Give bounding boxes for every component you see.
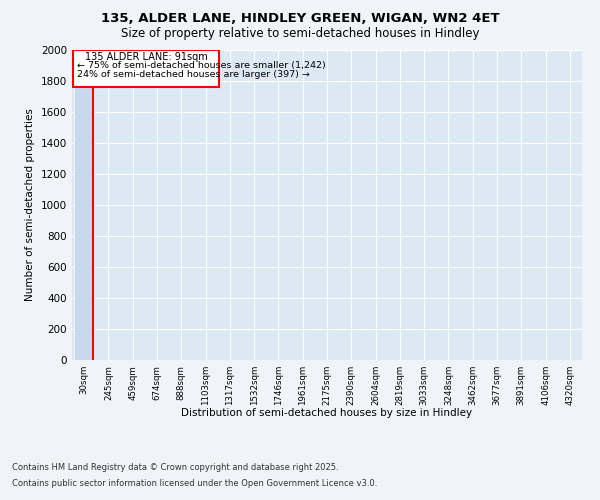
Text: Contains public sector information licensed under the Open Government Licence v3: Contains public sector information licen… (12, 478, 377, 488)
Text: 24% of semi-detached houses are larger (397) →: 24% of semi-detached houses are larger (… (77, 70, 310, 79)
FancyBboxPatch shape (73, 50, 219, 87)
Bar (74, 70, 94, 360)
Text: Size of property relative to semi-detached houses in Hindley: Size of property relative to semi-detach… (121, 28, 479, 40)
Text: 135 ALDER LANE: 91sqm: 135 ALDER LANE: 91sqm (85, 52, 208, 62)
Text: ← 75% of semi-detached houses are smaller (1,242): ← 75% of semi-detached houses are smalle… (77, 61, 326, 70)
Y-axis label: Number of semi-detached properties: Number of semi-detached properties (25, 108, 35, 302)
X-axis label: Distribution of semi-detached houses by size in Hindley: Distribution of semi-detached houses by … (181, 408, 473, 418)
Text: 135, ALDER LANE, HINDLEY GREEN, WIGAN, WN2 4ET: 135, ALDER LANE, HINDLEY GREEN, WIGAN, W… (101, 12, 499, 26)
Text: Contains HM Land Registry data © Crown copyright and database right 2025.: Contains HM Land Registry data © Crown c… (12, 464, 338, 472)
